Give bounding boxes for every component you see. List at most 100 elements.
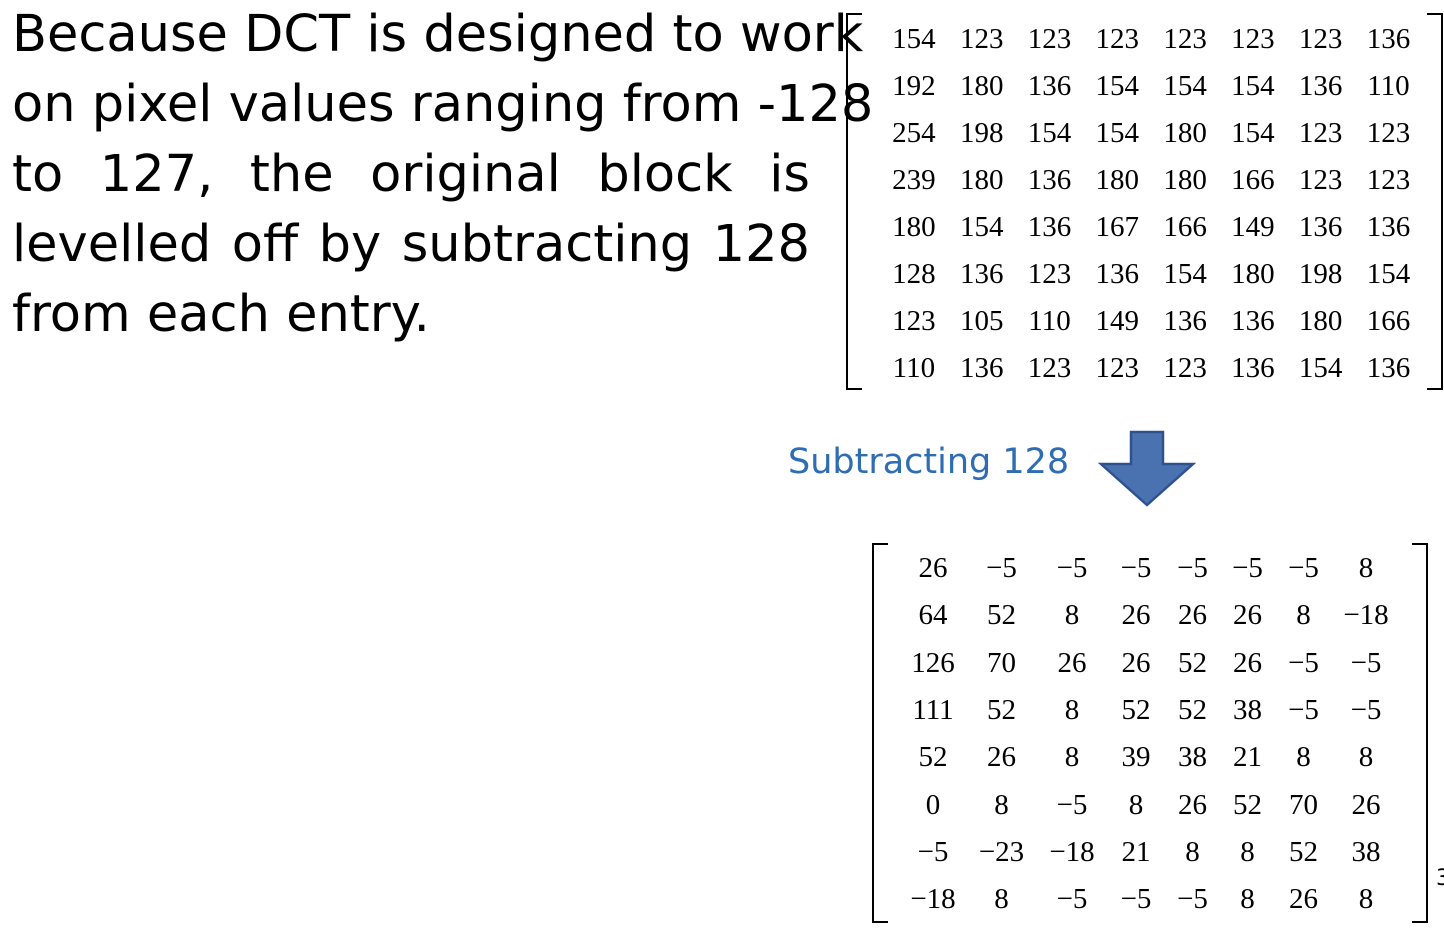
matrix-cell: 136 — [959, 258, 1004, 290]
matrix-cell: −5 — [1350, 694, 1382, 727]
matrix-cell: 154 — [1231, 117, 1275, 149]
matrix-row: 64 52 8 26 26 26 8 −18 — [900, 592, 1400, 639]
matrix-cell: 21 — [1233, 741, 1262, 774]
matrix-cell: 180 — [892, 211, 936, 243]
paragraph-line: Because DCT is designed to work — [12, 5, 864, 64]
matrix-row: 254 198 154 154 180 154 123 123 — [880, 110, 1422, 157]
matrix-cell: 8 — [1296, 741, 1311, 774]
matrix-cell: −5 — [1350, 646, 1382, 679]
matrix-cell: 136 — [1163, 305, 1207, 337]
matrix-cell: 123 — [1366, 117, 1411, 149]
matrix-cell: 70 — [987, 646, 1016, 679]
matrix-cell: 136 — [1366, 352, 1411, 384]
matrix-cell: 154 — [959, 211, 1004, 243]
matrix-row: 192 180 136 154 154 154 136 110 — [880, 63, 1422, 110]
original-block-matrix: 154 123 123 123 123 123 123 136 192 180 136 154 154 1… — [846, 13, 1443, 390]
matrix-cell: 8 — [1064, 694, 1080, 727]
matrix-cell: 38 — [1233, 694, 1262, 727]
matrix-cell: 123 — [1095, 352, 1140, 384]
matrix-cell: 154 — [1095, 117, 1140, 149]
matrix-cell: −5 — [1288, 646, 1319, 679]
matrix-cell: 154 — [1163, 70, 1207, 102]
page-number: 3 — [1436, 866, 1444, 891]
matrix-cell: 136 — [1027, 70, 1072, 102]
matrix-cell: 52 — [918, 741, 948, 774]
matrix-cell: 154 — [1298, 352, 1343, 384]
matrix-cell: 8 — [994, 788, 1009, 821]
matrix-cell: 52 — [987, 694, 1016, 727]
matrix-row: 123 105 110 149 136 136 180 166 — [880, 298, 1422, 345]
shifted-block-table: 26 −5 −5 −5 −5 −5 −5 8 64 52 8 26 26 26 8 −18 126 70 26 26 5… — [900, 545, 1400, 923]
matrix-cell: 149 — [1095, 305, 1140, 337]
matrix-cell: 123 — [1163, 23, 1207, 55]
matrix-cell: 8 — [1296, 599, 1311, 632]
left-bracket — [846, 13, 862, 390]
matrix-cell: 52 — [1178, 646, 1207, 679]
matrix-cell: 123 — [1027, 352, 1072, 384]
right-bracket — [1412, 543, 1428, 923]
matrix-cell: 39 — [1121, 741, 1151, 774]
matrix-cell: 52 — [1121, 694, 1151, 727]
matrix-cell: 123 — [1027, 23, 1072, 55]
matrix-cell: −5 — [1232, 552, 1263, 585]
matrix-cell: 180 — [1231, 258, 1275, 290]
explanation-paragraph: Because DCT is designed to work on pixel… — [12, 0, 874, 350]
matrix-cell: 123 — [1231, 23, 1275, 55]
matrix-cell: 167 — [1095, 211, 1140, 243]
matrix-cell: 123 — [1027, 258, 1072, 290]
matrix-cell: 154 — [1231, 70, 1275, 102]
matrix-cell: 26 — [918, 552, 948, 585]
matrix-cell: 136 — [1027, 164, 1072, 196]
matrix-cell: 110 — [892, 352, 936, 384]
matrix-cell: −5 — [1056, 788, 1088, 821]
matrix-cell: 26 — [987, 741, 1016, 774]
paragraph-line: on pixel values ranging from -128 — [12, 75, 874, 134]
matrix-cell: 105 — [959, 305, 1004, 337]
matrix-cell: 154 — [892, 23, 936, 55]
matrix-cell: 136 — [1298, 70, 1343, 102]
matrix-cell: 123 — [1095, 23, 1140, 55]
shifted-block-matrix: 26 −5 −5 −5 −5 −5 −5 8 64 52 8 26 26 26 8 −18 126 70 26 26 5… — [872, 543, 1428, 923]
matrix-cell: −18 — [910, 883, 956, 916]
matrix-cell: 166 — [1366, 305, 1411, 337]
matrix-cell: −5 — [986, 552, 1017, 585]
matrix-cell: −5 — [1288, 552, 1319, 585]
matrix-cell: 128 — [892, 258, 936, 290]
matrix-cell: −5 — [1056, 883, 1088, 916]
left-bracket — [872, 543, 888, 923]
matrix-cell: 136 — [1366, 23, 1411, 55]
matrix-cell: 8 — [1064, 599, 1080, 632]
matrix-cell: 180 — [959, 164, 1004, 196]
matrix-cell: 26 — [1233, 646, 1262, 679]
matrix-cell: 110 — [1367, 70, 1410, 102]
matrix-cell: 8 — [1128, 788, 1144, 821]
matrix-cell: 166 — [1163, 211, 1207, 243]
matrix-cell: 180 — [1095, 164, 1140, 196]
matrix-cell: 123 — [1298, 164, 1343, 196]
matrix-cell: 8 — [1064, 741, 1080, 774]
matrix-cell: 26 — [1289, 883, 1318, 916]
matrix-cell: 26 — [1351, 788, 1381, 821]
matrix-cell: 110 — [1028, 305, 1071, 337]
matrix-cell: 123 — [1298, 117, 1343, 149]
matrix-cell: 8 — [1185, 835, 1200, 868]
matrix-cell: −5 — [1177, 552, 1208, 585]
matrix-cell: 136 — [1027, 211, 1072, 243]
matrix-cell: 154 — [1366, 258, 1411, 290]
paragraph-line: levelled off by subtracting 128 — [12, 215, 810, 274]
matrix-cell: 26 — [1057, 646, 1087, 679]
matrix-cell: 180 — [959, 70, 1004, 102]
matrix-cell: 64 — [918, 599, 948, 632]
matrix-row: 111 52 8 52 52 38 −5 −5 — [900, 687, 1400, 734]
matrix-cell: 70 — [1289, 788, 1318, 821]
matrix-row: 154 123 123 123 123 123 123 136 — [880, 16, 1422, 63]
matrix-cell: 136 — [1231, 305, 1275, 337]
matrix-cell: −5 — [1056, 552, 1088, 585]
matrix-cell: 8 — [1358, 552, 1374, 585]
matrix-cell: 38 — [1178, 741, 1207, 774]
subtracting-label: Subtracting 128 — [788, 442, 1070, 482]
matrix-row: 126 70 26 26 52 26 −5 −5 — [900, 640, 1400, 687]
matrix-cell: 198 — [959, 117, 1004, 149]
matrix-cell: −5 — [1288, 694, 1319, 727]
matrix-cell: 180 — [1298, 305, 1343, 337]
